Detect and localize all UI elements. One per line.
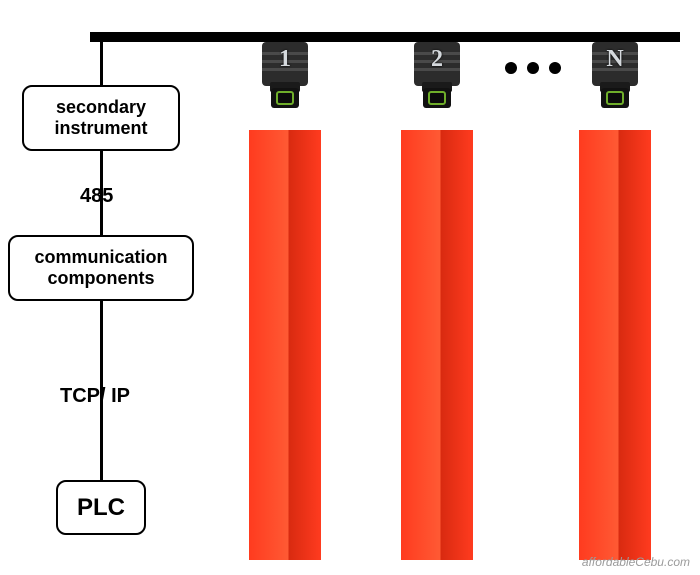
hot-strip-1 [249, 130, 321, 560]
top-rail [90, 32, 680, 42]
node-secondary-instrument: secondary instrument [22, 85, 180, 151]
diagram-canvas: secondary instrument communication compo… [0, 0, 700, 575]
edge-label-485: 485 [80, 185, 113, 208]
camera-1: 1 [256, 42, 314, 108]
node-label: communication components [34, 247, 167, 289]
node-label: PLC [77, 494, 125, 522]
trunk-line-seg1 [100, 42, 103, 85]
camera-lens [271, 88, 299, 108]
camera-number-label: 2 [408, 46, 466, 73]
node-label: secondary instrument [54, 97, 147, 139]
node-plc: PLC [56, 480, 146, 535]
camera-lens [601, 88, 629, 108]
camera-lens [423, 88, 451, 108]
camera-n: N [586, 42, 644, 108]
ellipsis-icon [505, 62, 561, 74]
node-communication-components: communication components [8, 235, 194, 301]
camera-2: 2 [408, 42, 466, 108]
camera-number-label: 1 [256, 46, 314, 73]
watermark-text: affordableCebu.com [582, 555, 690, 569]
camera-number-label: N [586, 46, 644, 73]
edge-label-tcpip: TCP/ IP [60, 385, 130, 408]
hot-strip-2 [401, 130, 473, 560]
hot-strip-n [579, 130, 651, 560]
